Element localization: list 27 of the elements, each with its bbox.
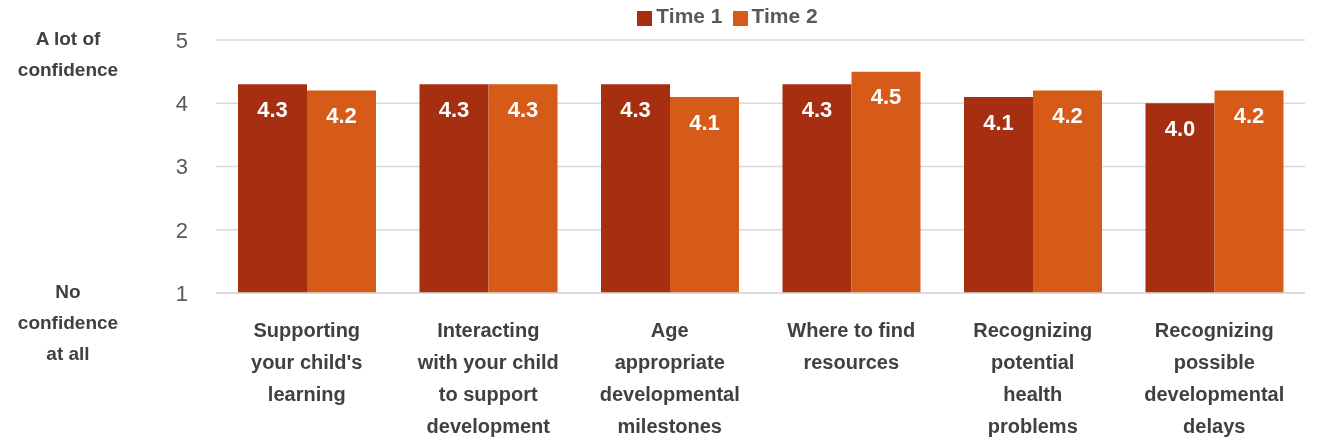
- y-tick-label: 4: [175, 91, 188, 117]
- x-tick-label: Recognizing possible developmental delays: [1144, 319, 1285, 437]
- data-label: 4.0: [1164, 115, 1196, 141]
- x-tick-label: Age appropriate developmental milestones: [599, 319, 740, 437]
- text: A lot of confidence: [16, 27, 120, 82]
- data-label: 4.1: [689, 109, 720, 135]
- y-tick-label: 1: [175, 280, 188, 306]
- data-label: 4.2: [1052, 103, 1083, 129]
- y-tick-label: 2: [175, 217, 188, 243]
- data-label: 4.3: [507, 96, 539, 122]
- data-label: 4.5: [870, 84, 902, 110]
- legend-label: Time 2: [751, 4, 818, 27]
- y-tick-label: 3: [175, 154, 188, 180]
- y-tick-label: 5: [175, 27, 188, 53]
- x-tick-label: Recognizing potential health problems: [973, 319, 1093, 437]
- legend-label: Time 1: [656, 4, 723, 27]
- text: No confidence at all: [16, 280, 120, 366]
- data-label: 4.2: [1233, 103, 1265, 129]
- data-label: 4.2: [326, 103, 357, 129]
- data-label: 4.3: [620, 96, 651, 122]
- data-label: 4.3: [257, 96, 288, 122]
- x-tick-label: Where to find resources: [787, 319, 916, 373]
- data-label: 4.3: [438, 96, 470, 122]
- data-label: 4.3: [801, 96, 833, 122]
- x-tick-label: Supporting your child's learning: [251, 319, 363, 405]
- x-tick-label: Interacting with your child to support development: [416, 319, 559, 437]
- data-label: 4.1: [983, 109, 1014, 135]
